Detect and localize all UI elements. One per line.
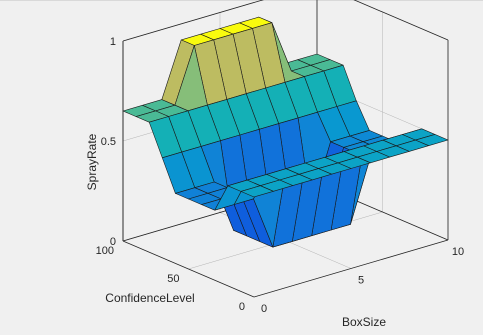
axis-line: [253, 239, 449, 298]
y-tick-label: 0: [239, 301, 245, 313]
z-axis-title: SprayRate: [85, 133, 99, 190]
box-edge: [353, 0, 449, 41]
surface-facet[interactable]: [240, 185, 274, 198]
axes-box-front: [122, 41, 449, 298]
z-tick-label: 1: [110, 36, 116, 48]
x-axis-title: BoxSize: [342, 315, 386, 329]
surface-mesh[interactable]: [122, 16, 449, 248]
x-tick-label: 10: [452, 246, 464, 258]
x-tick-label: 0: [261, 303, 267, 315]
z-tick-label: 0.5: [101, 136, 116, 148]
z-tick-label: 0: [110, 236, 116, 248]
y-tick-label: 50: [167, 273, 179, 285]
box-edge: [122, 0, 264, 42]
x-tick-label: 5: [358, 275, 364, 287]
axis-line: [122, 240, 255, 298]
y-tick-label: 100: [96, 245, 114, 257]
window-top-border: [0, 0, 483, 1]
y-axis-title: ConfidenceLevel: [105, 291, 194, 305]
